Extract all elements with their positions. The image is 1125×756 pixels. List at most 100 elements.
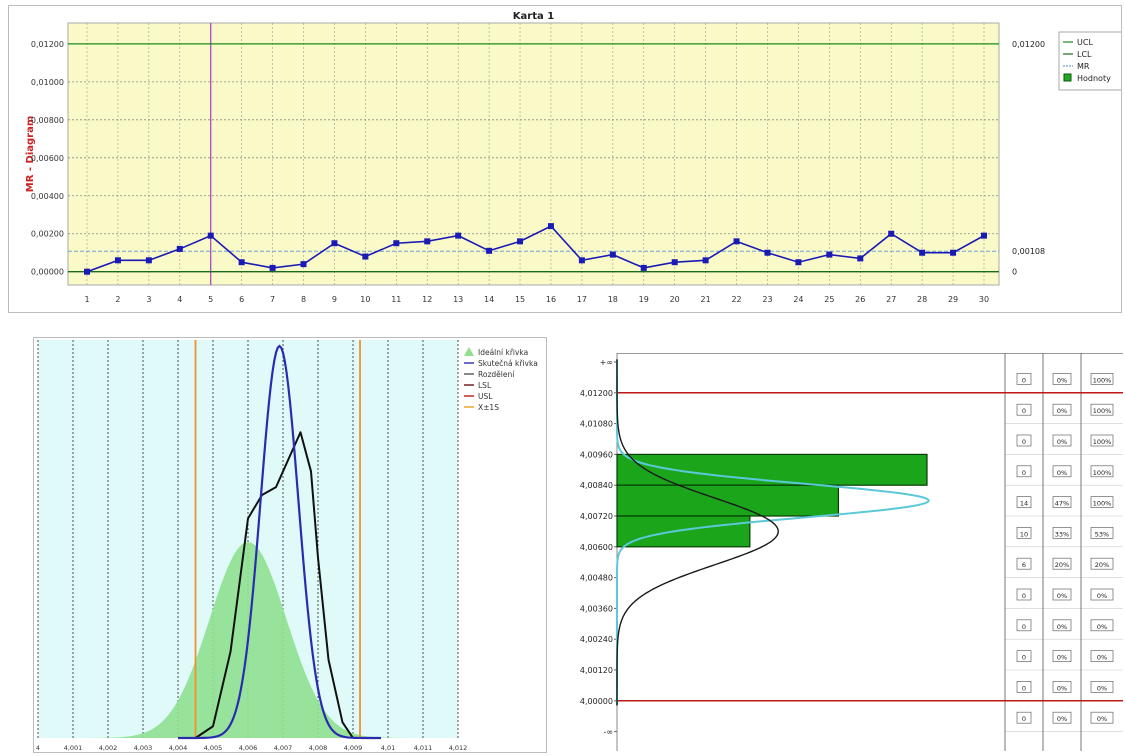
y-tick-label: 4,00480 (580, 574, 613, 583)
x-tick-label: 4,002 (99, 744, 118, 752)
y-axis-label: MR - Diagram (25, 116, 36, 193)
x-tick-label: 16 (546, 295, 556, 304)
x-tick-label: 14 (484, 295, 494, 304)
histogram-chart-panel: +∞ 4,01200 4,01080 4,00960 4,00840 4,00720 4,0… (565, 352, 1123, 751)
y-tick-label: 4,00960 (580, 450, 613, 459)
table-cell-value: 100% (1093, 407, 1112, 415)
data-point (331, 240, 338, 247)
y-tick-label: 4,01080 (580, 420, 613, 429)
data-point (547, 223, 554, 230)
histogram-bar (616, 484, 840, 517)
table-cell-value: 14 (1020, 500, 1028, 508)
table-cell-box (1090, 588, 1114, 601)
table-cell-value: 0 (1022, 623, 1026, 631)
table-cell-value: 0% (1057, 407, 1067, 415)
x-tick-label: 4 (177, 295, 182, 304)
x-tick-label: 10 (360, 295, 370, 304)
x-tick-label: 6 (239, 295, 244, 304)
legend-label: LSL (478, 381, 492, 390)
data-point (207, 232, 214, 239)
legend-swatch (464, 347, 474, 356)
y-tick-label: 0,00000 (31, 268, 64, 277)
table-cell-value: 0 (1022, 469, 1026, 477)
table-cell-box (1052, 496, 1072, 508)
y-tick-label: 4,00120 (580, 666, 613, 675)
x-tick-label: 4,001 (64, 744, 83, 752)
table-cell-value: 0 (1022, 592, 1026, 600)
data-point (393, 240, 400, 247)
data-point (702, 257, 709, 264)
table-cell-box (1052, 557, 1072, 570)
x-tick-label: 4,005 (204, 744, 223, 752)
data-point (764, 249, 771, 256)
table-cell-box (1016, 588, 1032, 601)
data-point (950, 249, 957, 256)
light-curve (616, 359, 930, 706)
table-cell-value: 0% (1057, 592, 1067, 600)
legend-label: X±1S (478, 403, 499, 412)
table-cell-value: 53% (1095, 530, 1109, 538)
x-tick-label: 15 (515, 295, 525, 304)
x-tick-label: 9 (332, 295, 337, 304)
table-cell-value: 100% (1093, 500, 1112, 508)
data-point (300, 261, 307, 268)
x-tick-label: 28 (917, 295, 927, 304)
table-cell-box (1052, 527, 1072, 539)
table-cell-box (1052, 588, 1072, 601)
data-point (486, 247, 493, 254)
plot-area (67, 22, 1000, 286)
x-tick-label: 17 (577, 295, 587, 304)
table-cell-value: 0 (1022, 684, 1026, 692)
table-cell-box (1016, 373, 1032, 385)
mr-chart: Karta 1 MR - Diagram 0,00000 0,00200 0,00400… (25, 11, 1125, 304)
x-tick-label: 7 (270, 295, 275, 304)
table-cell-box (1016, 434, 1032, 447)
histogram-chart: +∞ 4,01200 4,01080 4,00960 4,00840 4,00720 4,0… (580, 352, 1123, 751)
x-tick-label: 4,011 (414, 744, 433, 752)
data-point (578, 257, 585, 264)
data-point (888, 230, 895, 237)
data-point (981, 232, 987, 239)
table-cell-value: 0% (1097, 715, 1107, 723)
actual-curve (177, 344, 382, 740)
legend-label: Rozdělení (478, 370, 515, 379)
data-point (640, 264, 647, 271)
table-cell-value: 0% (1057, 654, 1067, 662)
x-tick-label: 21 (701, 295, 711, 304)
data-point (826, 251, 833, 258)
table-cell-value: 0 (1022, 438, 1026, 446)
table-cell-box (1016, 681, 1032, 693)
table-cell-value: 100% (1093, 376, 1112, 384)
table-cell-value: 0% (1097, 592, 1107, 600)
legend-label: Hodnoty (1077, 74, 1111, 83)
y-tick-label: +∞ (600, 358, 613, 367)
table-cell-box (1052, 465, 1072, 478)
table-cell-box (1052, 373, 1072, 385)
y-tick-label: -∞ (603, 728, 613, 737)
table-cell-box (1090, 681, 1114, 693)
x-tick-label: 13 (453, 295, 463, 304)
x-tick-label: 5 (208, 295, 213, 304)
data-point (362, 253, 369, 260)
x-tick-label: 3 (146, 295, 151, 304)
y-tick-label: 4,00000 (580, 697, 613, 706)
data-point (84, 268, 90, 275)
x-tick-label: 4,007 (274, 744, 293, 752)
x-tick-label: 23 (762, 295, 772, 304)
x-tick-label: 26 (855, 295, 865, 304)
data-point (424, 238, 431, 245)
legend-swatch (1063, 73, 1072, 82)
x-tick-label: 4,003 (134, 744, 153, 752)
x-tick-label: 4,004 (169, 744, 188, 752)
table-cell-box (1090, 619, 1114, 632)
y-tick-label: 4,00360 (580, 604, 613, 613)
table-cell-value: 0% (1057, 684, 1067, 692)
table-cell-value: 0% (1057, 715, 1067, 723)
table-cell-value: 100% (1093, 438, 1112, 446)
x-tick-label: 11 (391, 295, 401, 304)
x-tick-label: 30 (979, 295, 989, 304)
data-point (145, 257, 152, 264)
table-cell-box (1052, 434, 1072, 447)
table-cell-box (1052, 650, 1072, 662)
x-tick-label: 4,008 (309, 744, 328, 752)
